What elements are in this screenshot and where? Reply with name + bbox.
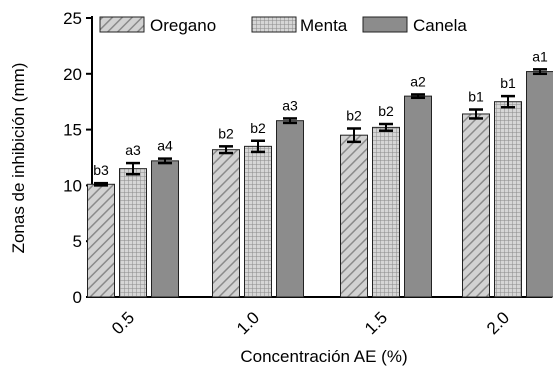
x-axis-title: Concentración AE (%)	[240, 347, 407, 366]
legend: Oregano Menta Canela	[99, 16, 467, 35]
legend-swatch-menta	[251, 16, 297, 33]
data-label: b2	[218, 125, 234, 141]
data-label: b2	[346, 107, 362, 123]
x-tick-label: 2.0	[483, 308, 513, 338]
bar-canela-1.0	[276, 120, 304, 298]
bar-oregano-0.5	[87, 183, 115, 298]
x-tick-label: 0.5	[108, 308, 138, 338]
y-tick-label: 5	[73, 232, 82, 251]
bar-menta-0.5	[119, 168, 147, 298]
bar-canela-1.5	[404, 95, 432, 298]
y-tick-label: 25	[63, 9, 82, 28]
bar-canela-0.5	[151, 160, 179, 298]
bar-menta-1.0	[244, 145, 272, 298]
legend-swatch-canela	[362, 16, 408, 33]
data-label: a4	[157, 138, 173, 154]
data-label: b1	[468, 89, 484, 105]
bar-oregano-1.0	[212, 149, 240, 298]
bar-oregano-1.5	[340, 134, 368, 298]
bar-menta-2.0	[494, 101, 522, 298]
data-label: b2	[378, 103, 394, 119]
data-label: a3	[125, 142, 141, 158]
y-tick-label: 20	[63, 65, 82, 84]
bars: b3 a3 a4 b2 b2 a3 b2 b2 a2 b1 b1 a1	[87, 48, 553, 298]
data-label: a3	[282, 97, 298, 113]
bar-menta-1.5	[372, 126, 400, 298]
legend-swatch-oregano	[99, 16, 145, 33]
data-label: b2	[250, 120, 266, 136]
y-axis-title: Zonas de inhibición (mm)	[9, 63, 28, 254]
bar-oregano-2.0	[462, 113, 490, 298]
y-tick-label: 10	[63, 176, 82, 195]
legend-label-oregano: Oregano	[150, 16, 216, 35]
y-tick-label: 0	[73, 288, 82, 307]
x-tick-label: 1.0	[233, 308, 263, 338]
y-tick-label: 15	[63, 121, 82, 140]
x-tick-label: 1.5	[361, 308, 391, 338]
data-label: b3	[93, 162, 109, 178]
bar-canela-2.0	[526, 71, 553, 298]
data-label: a2	[410, 73, 426, 89]
data-label: b1	[500, 75, 516, 91]
legend-label-canela: Canela	[413, 16, 467, 35]
legend-label-menta: Menta	[300, 16, 348, 35]
data-label: a1	[532, 48, 548, 64]
